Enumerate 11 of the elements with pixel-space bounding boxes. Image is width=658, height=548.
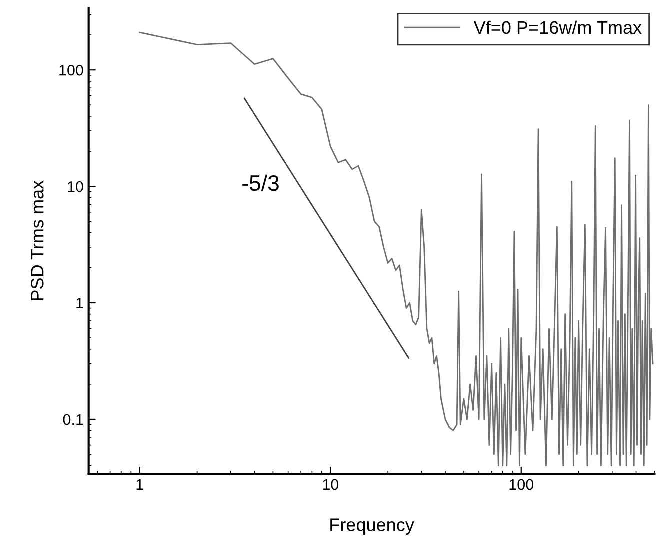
y-tick-label: 1	[76, 298, 84, 309]
y-tick-label: 10	[68, 181, 84, 192]
legend-label: Vf=0 P=16w/m Tmax	[474, 20, 642, 34]
x-tick-label: 10	[323, 479, 339, 490]
y-tick-label: 0.1	[63, 414, 84, 426]
x-axis-title: Frequency	[330, 518, 414, 535]
x-tick-label: 100	[510, 479, 534, 490]
annotation: -5/3	[242, 174, 279, 192]
y-tick-label: 100	[60, 64, 84, 76]
y-axis-title: PSD Trms max	[31, 180, 44, 300]
x-tick-label: 1	[136, 479, 144, 490]
